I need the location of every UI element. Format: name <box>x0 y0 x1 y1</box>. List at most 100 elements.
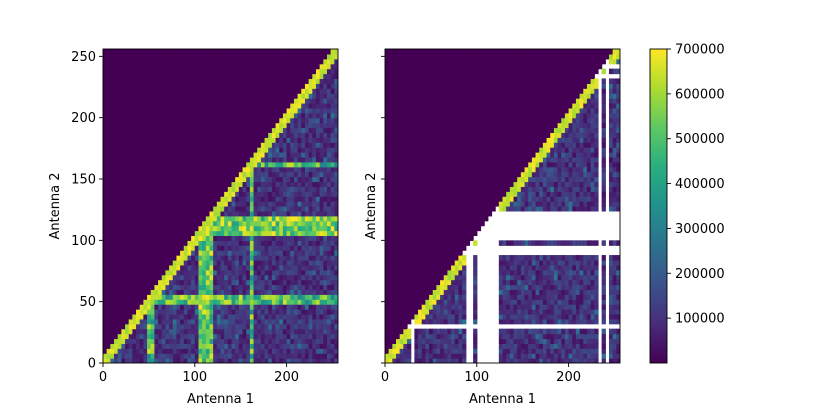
heatmap-cell <box>117 343 122 349</box>
heatmap-cell <box>169 304 174 310</box>
heatmap-cell <box>224 348 229 354</box>
heatmap-cell <box>191 117 196 124</box>
heatmap-cell <box>279 156 284 163</box>
heatmap-cell <box>279 176 284 183</box>
heatmap-cell <box>282 309 288 315</box>
heatmap-cell <box>154 186 159 192</box>
heatmap-cell <box>220 196 225 202</box>
heatmap-cell <box>297 240 302 246</box>
heatmap-cell <box>209 122 214 129</box>
heatmap-cell <box>421 88 426 94</box>
heatmap-cell <box>106 137 111 143</box>
heatmap-cell <box>220 206 225 212</box>
heatmap-cell <box>432 117 437 124</box>
heatmap-cell <box>246 294 251 300</box>
y-tick-label: 200 <box>71 111 96 126</box>
heatmap-cell <box>205 338 211 344</box>
heatmap-cell <box>158 225 163 232</box>
heatmap-cell <box>396 117 401 124</box>
heatmap-cell <box>388 127 393 134</box>
heatmap-cell <box>392 250 397 256</box>
heatmap-cell <box>150 333 155 340</box>
heatmap-cell <box>139 328 144 335</box>
heatmap-cell <box>147 343 152 349</box>
heatmap-cell <box>312 235 317 241</box>
heatmap-cell <box>209 338 214 344</box>
heatmap-cell <box>410 289 415 295</box>
heatmap-cell <box>136 152 141 158</box>
heatmap-cell <box>187 152 192 158</box>
heatmap-cell <box>432 318 437 325</box>
heatmap-cell <box>180 142 185 148</box>
heatmap-cell <box>275 63 280 70</box>
heatmap-cell <box>319 264 324 271</box>
heatmap-cell <box>128 240 133 246</box>
heatmap-cell <box>432 264 437 271</box>
heatmap-cell <box>323 294 328 300</box>
heatmap-cell <box>117 68 122 75</box>
heatmap-cell <box>147 142 152 148</box>
heatmap-cell <box>421 186 426 192</box>
heatmap-cell <box>161 235 167 241</box>
heatmap-cell <box>136 102 141 109</box>
heatmap-cell <box>260 83 266 89</box>
heatmap-cell <box>425 269 430 276</box>
heatmap-cell <box>396 333 401 340</box>
heatmap-cell <box>286 166 291 173</box>
heatmap-cell <box>106 166 111 173</box>
heatmap-cell <box>293 245 299 251</box>
heatmap-cell <box>271 161 277 168</box>
heatmap-cell <box>114 112 119 119</box>
heatmap-cell <box>216 245 222 251</box>
heatmap-cell <box>161 328 167 335</box>
heatmap-cell <box>198 289 203 295</box>
heatmap-cell <box>246 186 251 192</box>
heatmap-cell <box>165 215 170 222</box>
heatmap-cell <box>301 235 306 241</box>
heatmap-cell <box>231 289 236 295</box>
heatmap-cell <box>132 102 137 109</box>
heatmap-cell <box>187 323 192 330</box>
heatmap-cell <box>264 309 269 315</box>
heatmap-cell <box>315 83 321 89</box>
heatmap-cell <box>165 225 170 232</box>
heatmap-cell <box>425 210 430 217</box>
heatmap-cell <box>253 333 258 340</box>
heatmap-cell <box>275 88 280 94</box>
heatmap-cell <box>312 117 317 124</box>
heatmap-cell <box>128 313 133 320</box>
heatmap-cell <box>282 255 288 261</box>
heatmap-cell <box>209 63 214 70</box>
heatmap-cell <box>114 230 119 237</box>
heatmap-cell <box>154 348 159 354</box>
heatmap-cell <box>279 225 284 232</box>
heatmap-cell <box>198 220 203 227</box>
heatmap-cell <box>103 274 108 281</box>
heatmap-cell <box>165 294 170 300</box>
heatmap-cell <box>216 279 222 286</box>
heatmap-cell <box>117 137 122 143</box>
heatmap-cell <box>136 132 141 138</box>
heatmap-cell <box>169 83 174 89</box>
heatmap-cell <box>242 309 247 315</box>
heatmap-cell <box>158 107 163 114</box>
heatmap-cell <box>385 63 390 70</box>
heatmap-cell <box>216 338 222 344</box>
heatmap-cell <box>125 333 130 340</box>
heatmap-cell <box>403 313 408 320</box>
heatmap-cell <box>158 343 163 349</box>
heatmap-cell <box>169 240 174 246</box>
heatmap-cell <box>304 122 310 129</box>
heatmap-cell <box>432 156 437 163</box>
heatmap-cell <box>106 78 111 84</box>
heatmap-cell <box>403 107 408 114</box>
heatmap-cell <box>117 264 122 271</box>
heatmap-cell <box>260 264 266 271</box>
heatmap-cell <box>238 161 244 168</box>
heatmap-cell <box>315 102 321 109</box>
heatmap-cell <box>388 338 393 344</box>
heatmap-cell <box>172 284 178 291</box>
heatmap-cell <box>117 348 122 354</box>
heatmap-cell <box>191 49 196 55</box>
heatmap-cell <box>139 245 144 251</box>
